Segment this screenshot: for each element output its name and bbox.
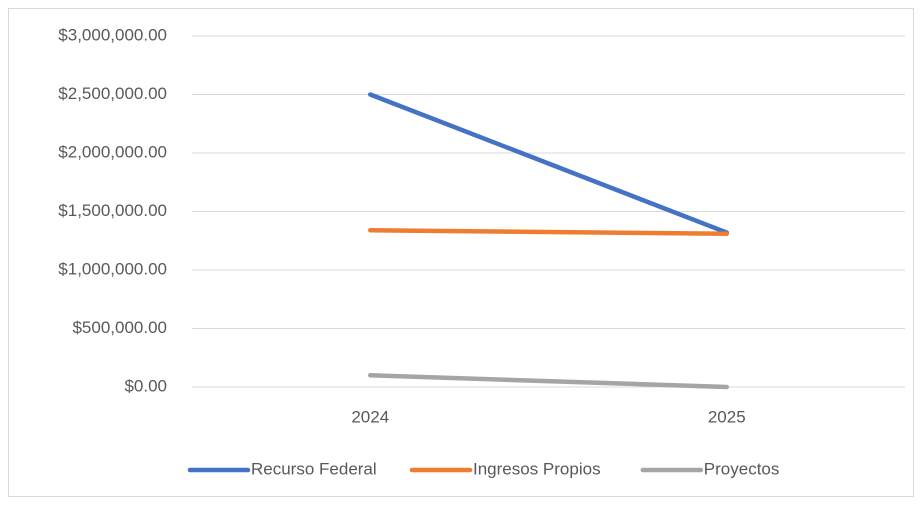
series-line	[368, 373, 729, 390]
legend-label: Ingresos Propios	[473, 459, 601, 478]
chart-frame	[8, 8, 914, 497]
legend-label: Recurso Federal	[251, 459, 377, 478]
y-tick-label: $1,000,000.00	[58, 259, 167, 278]
y-tick-label: $2,000,000.00	[58, 142, 167, 161]
x-tick-label: 2025	[708, 407, 746, 426]
series-line	[368, 92, 729, 235]
y-tick-label: $3,000,000.00	[58, 25, 167, 44]
y-tick-label: $2,500,000.00	[58, 84, 167, 103]
y-tick-label: $1,500,000.00	[58, 201, 167, 220]
y-tick-label: $0.00	[124, 376, 167, 395]
y-tick-label: $500,000.00	[72, 318, 167, 337]
legend-label: Proyectos	[704, 459, 780, 478]
series-line	[368, 227, 729, 236]
x-tick-label: 2024	[351, 407, 389, 426]
